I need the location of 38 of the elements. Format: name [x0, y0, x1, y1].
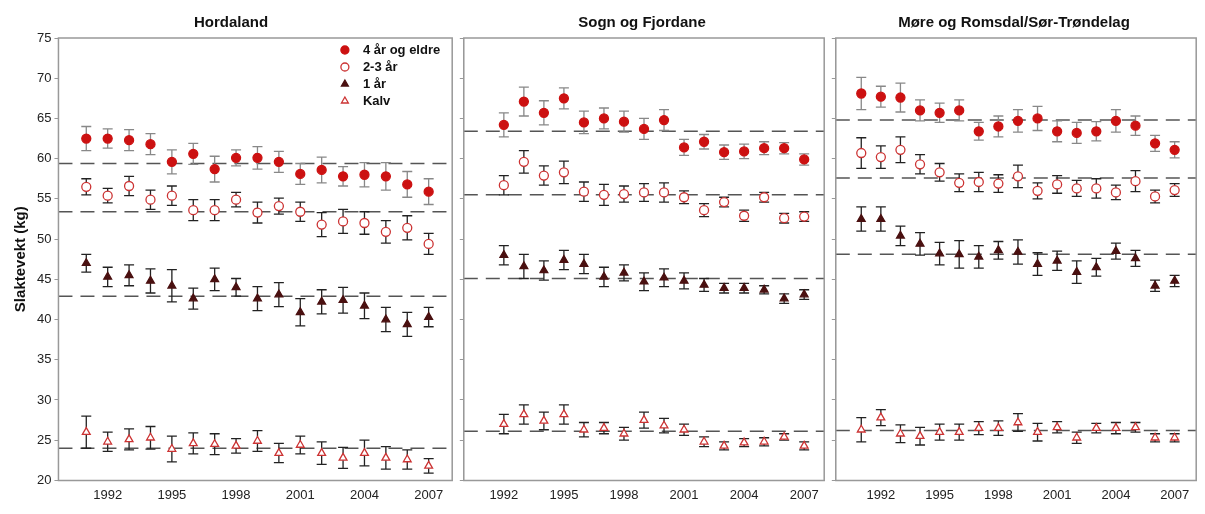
chart-title: Sogn og Fjordane	[578, 13, 706, 31]
x-tick-label: 1998	[221, 486, 251, 502]
y-tick-label: 65	[36, 110, 52, 126]
x-tick-label: 1992	[489, 486, 519, 502]
y-tick-label: 50	[36, 230, 52, 246]
x-tick-label: 1998	[983, 486, 1013, 502]
x-tick-label: 1992	[866, 486, 896, 502]
y-axis-title: Slaktevekt (kg)	[11, 206, 29, 313]
legend-label: 1 år	[362, 75, 387, 91]
legend-label: 2-3 år	[362, 58, 398, 74]
chart-title: Møre og Romsdal/Sør-Trøndelag	[898, 13, 1130, 31]
y-tick-label: 45	[36, 270, 52, 286]
x-tick-label: 2007	[1160, 486, 1190, 502]
x-tick-label: 2004	[1101, 486, 1131, 502]
x-tick-label: 1998	[609, 486, 639, 502]
x-tick-label: 1992	[93, 486, 123, 502]
y-tick-label: 55	[36, 190, 52, 206]
legend-label: 4 år og eldre	[362, 41, 441, 57]
y-tick-label: 70	[36, 69, 52, 85]
legend-label: Kalv	[362, 92, 392, 108]
x-tick-label: 2001	[669, 486, 699, 502]
x-tick-label: 2007	[789, 486, 819, 502]
x-tick-label: 2004	[350, 486, 379, 502]
y-tick-label: 35	[36, 351, 52, 367]
y-tick-label: 30	[36, 391, 52, 407]
x-tick-label: 2004	[729, 486, 759, 502]
y-tick-label: 25	[36, 431, 52, 447]
x-tick-label: 2007	[414, 486, 444, 502]
x-tick-label: 2001	[1042, 486, 1072, 502]
y-tick-label: 40	[36, 311, 52, 327]
y-tick-label: 75	[36, 29, 52, 45]
chart-title: Hordaland	[193, 13, 269, 31]
y-tick-label: 20	[36, 471, 52, 487]
x-tick-label: 1995	[157, 486, 187, 502]
y-tick-label: 60	[36, 150, 52, 166]
x-tick-label: 1995	[925, 486, 955, 502]
x-tick-label: 2001	[285, 486, 315, 502]
x-tick-label: 1995	[549, 486, 579, 502]
